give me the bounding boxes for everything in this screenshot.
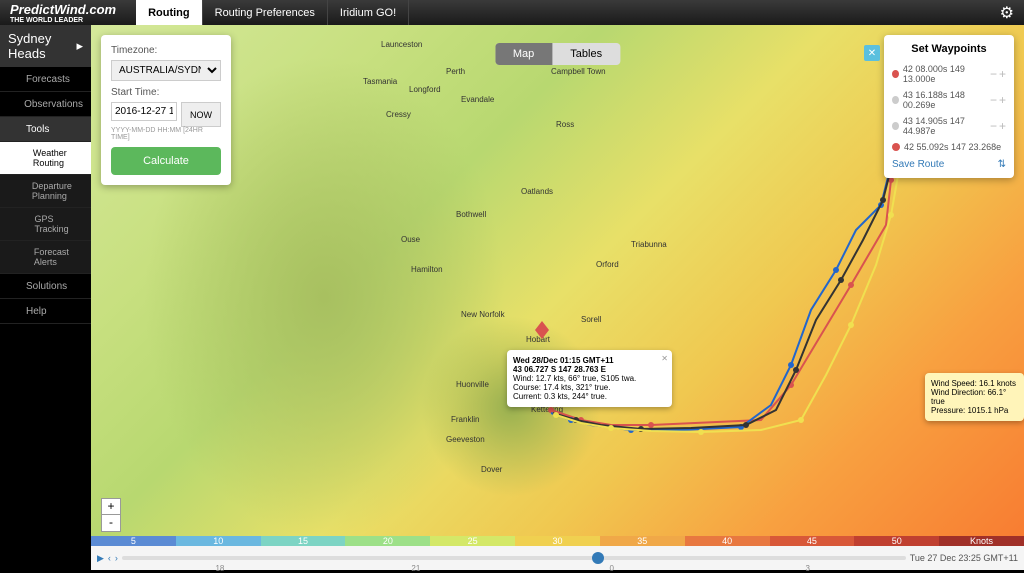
city-label: Triabunna xyxy=(631,240,667,249)
nav-solutions[interactable]: Solutions xyxy=(0,274,91,299)
city-label: Cressy xyxy=(386,110,411,119)
view-map[interactable]: Map xyxy=(495,43,552,65)
zoom-in[interactable]: + xyxy=(102,499,120,515)
city-label: Orford xyxy=(596,260,619,269)
city-label: New Norfolk xyxy=(461,310,505,319)
timeline-handle[interactable] xyxy=(592,552,604,564)
tab-preferences[interactable]: Routing Preferences xyxy=(203,0,328,25)
zoom-out[interactable]: - xyxy=(102,515,120,531)
city-label: Longford xyxy=(409,85,441,94)
prev-button[interactable]: ‹ xyxy=(108,553,111,563)
tz-label: Timezone: xyxy=(111,45,221,56)
remove-icon[interactable]: − xyxy=(990,119,997,133)
nav-departure-planning[interactable]: Departure Planning xyxy=(0,175,91,208)
nav-help[interactable]: Help xyxy=(0,299,91,324)
city-label: Perth xyxy=(446,67,465,76)
zoom-control: + - xyxy=(101,498,121,532)
waypoint-row[interactable]: 43 14.905s 147 44.987e−+ xyxy=(892,113,1006,139)
marker-end xyxy=(535,321,549,339)
save-route[interactable]: Save Route xyxy=(892,159,944,170)
city-label: Ouse xyxy=(401,235,420,244)
city-label: Campbell Town xyxy=(551,67,606,76)
remove-icon[interactable]: − xyxy=(990,67,997,81)
play-button[interactable]: ▶ xyxy=(97,553,104,564)
city-label: Franklin xyxy=(451,415,479,424)
top-tabs: Routing Routing Preferences Iridium GO! xyxy=(136,0,409,25)
city-label: Evandale xyxy=(461,95,494,104)
nav-forecasts[interactable]: Forecasts xyxy=(0,67,91,92)
add-icon[interactable]: + xyxy=(999,119,1006,133)
nav-weather-routing[interactable]: Weather Routing xyxy=(0,142,91,175)
waypoint-row[interactable]: 43 16.188s 148 00.269e−+ xyxy=(892,87,1006,113)
nav-forecast-alerts[interactable]: Forecast Alerts xyxy=(0,241,91,274)
timeline-current: Tue 27 Dec 23:25 GMT+11 xyxy=(910,553,1018,563)
view-tables[interactable]: Tables xyxy=(552,43,620,65)
nav-gps-tracking[interactable]: GPS Tracking xyxy=(0,208,91,241)
waypoint-row[interactable]: 42 55.092s 147 23.268e xyxy=(892,139,1006,155)
wind-tooltip: Wind Speed: 16.1 knots Wind Direction: 6… xyxy=(925,373,1024,421)
add-icon[interactable]: + xyxy=(999,67,1006,81)
city-label: Sorell xyxy=(581,315,601,324)
city-label: Oatlands xyxy=(521,187,553,196)
city-label: Geeveston xyxy=(446,435,485,444)
city-label: Hamilton xyxy=(411,265,443,274)
city-label: Tasmania xyxy=(363,77,397,86)
city-label: Huonville xyxy=(456,380,489,389)
start-label: Start Time: xyxy=(111,87,221,98)
map[interactable]: Launceston Campbell Town Tasmania Longford C… xyxy=(91,25,1024,570)
close-icon[interactable]: ✕ xyxy=(864,45,880,61)
city-label: Ross xyxy=(556,120,574,129)
tz-select[interactable]: AUSTRALIA/SYDNEY xyxy=(111,60,221,81)
remove-icon[interactable]: − xyxy=(990,93,997,107)
time-panel: Timezone: AUSTRALIA/SYDNEY Start Time: N… xyxy=(101,35,231,185)
gear-icon[interactable]: ⚙ xyxy=(990,3,1024,23)
time-hint: YYYY-MM-DD HH:MM [24HR TIME] xyxy=(111,127,221,141)
add-icon[interactable]: + xyxy=(999,93,1006,107)
waypoint-row[interactable]: 42 08.000s 149 13.000e−+ xyxy=(892,61,1006,87)
color-scale: 5101520253035404550Knots xyxy=(91,536,1024,546)
timeline: ▶ ‹ › 182103 Tue 27 Dec 23:25 GMT+11 xyxy=(91,546,1024,570)
now-button[interactable]: NOW xyxy=(181,102,221,127)
timeline-track[interactable]: 182103 xyxy=(122,556,906,560)
city-label: Dover xyxy=(481,465,502,474)
waypoints-title: Set Waypoints xyxy=(892,43,1006,55)
location-select[interactable]: Sydney Heads▸ xyxy=(0,25,91,67)
view-toggle: Map Tables xyxy=(495,43,620,65)
sidebar: Sydney Heads▸ ForecastsObservationsTools… xyxy=(0,25,91,570)
reorder-icon[interactable]: ⇅ xyxy=(998,159,1006,170)
city-label: Launceston xyxy=(381,40,422,49)
nav-observations[interactable]: Observations xyxy=(0,92,91,117)
route-tooltip: ✕ Wed 28/Dec 01:15 GMT+11 43 06.727 S 14… xyxy=(507,350,672,407)
calculate-button[interactable]: Calculate xyxy=(111,147,221,175)
tab-iridium[interactable]: Iridium GO! xyxy=(328,0,409,25)
close-icon[interactable]: ✕ xyxy=(661,354,668,363)
start-input[interactable] xyxy=(111,102,177,121)
nav-tools[interactable]: Tools xyxy=(0,117,91,142)
city-label: Bothwell xyxy=(456,210,486,219)
tab-routing[interactable]: Routing xyxy=(136,0,203,25)
logo: PredictWind.com THE WORLD LEADER xyxy=(0,2,126,24)
next-button[interactable]: › xyxy=(115,553,118,563)
waypoints-panel: ✕ Set Waypoints 42 08.000s 149 13.000e−+… xyxy=(884,35,1014,178)
